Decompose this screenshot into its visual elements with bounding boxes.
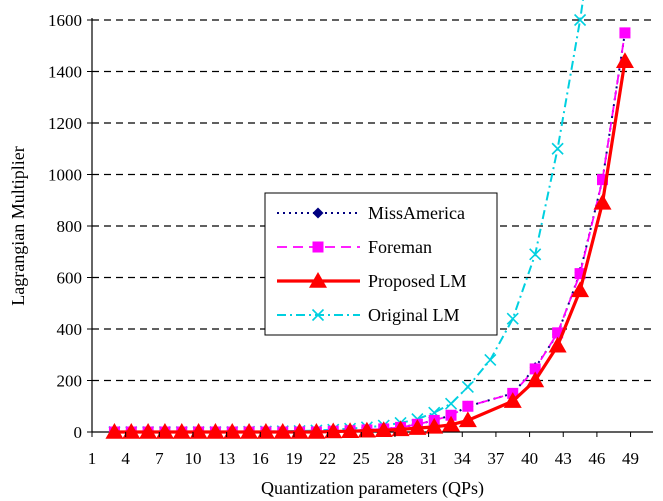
data-point	[189, 423, 208, 439]
y-tick-label: 200	[57, 372, 83, 391]
y-axis-title: Lagrangian Multiplier	[8, 146, 28, 305]
data-point	[506, 312, 519, 325]
data-point	[172, 423, 191, 439]
data-point	[615, 52, 634, 68]
legend-label: Proposed LM	[368, 271, 467, 291]
legend-label: MissAmerica	[368, 203, 465, 223]
data-point	[445, 409, 457, 421]
data-point	[597, 174, 609, 186]
legend: MissAmerica Foreman Proposed LM Original LM	[264, 192, 498, 336]
data-point	[593, 193, 612, 210]
x-tick-label: 25	[353, 449, 370, 468]
data-point	[374, 421, 393, 437]
data-point	[105, 423, 124, 439]
x-tick-label: 40	[521, 449, 538, 468]
legend-box	[264, 192, 498, 336]
data-point	[461, 380, 474, 394]
legend-item: Proposed LM	[277, 271, 467, 291]
series-line	[114, 60, 627, 434]
data-point	[444, 397, 458, 410]
data-point	[324, 422, 343, 439]
data-point	[548, 336, 567, 353]
data-point	[458, 411, 477, 428]
data-point	[503, 392, 522, 408]
y-tick-label: 400	[57, 320, 83, 339]
x-axis-title: Quantization parameters (QPs)	[261, 478, 484, 499]
x-tick-label: 13	[218, 449, 235, 468]
x-tick-label: 34	[454, 449, 472, 468]
x-tick-label: 1	[88, 449, 97, 468]
data-point	[574, 13, 587, 27]
data-point	[484, 353, 497, 366]
legend-marker	[309, 272, 327, 288]
y-tick-label: 1200	[48, 114, 82, 133]
data-point	[139, 423, 158, 439]
legend-marker	[312, 241, 324, 253]
data-point	[223, 423, 242, 439]
data-point	[571, 281, 590, 298]
data-point	[357, 421, 376, 438]
series	[105, 0, 634, 439]
legend-marker	[312, 207, 324, 219]
y-tick-label: 800	[57, 217, 83, 236]
data-point	[155, 423, 174, 439]
data-point	[551, 142, 564, 155]
data-point	[307, 423, 326, 439]
data-point	[529, 363, 541, 375]
legend-item: MissAmerica	[277, 203, 465, 223]
data-point	[574, 268, 586, 280]
legend-label: Foreman	[368, 237, 432, 257]
x-tick-label: 31	[420, 449, 437, 468]
data-point	[408, 419, 427, 435]
data-point	[341, 422, 360, 438]
x-tick-label: 49	[622, 449, 639, 468]
x-tick-label: 22	[319, 449, 336, 468]
y-tick-label: 1600	[48, 11, 82, 30]
data-point	[619, 27, 631, 39]
data-point	[122, 423, 141, 439]
x-tick-label: 10	[184, 449, 201, 468]
series-line	[114, 0, 585, 433]
data-point	[256, 423, 275, 439]
x-tick-label: 37	[487, 449, 505, 468]
tick-labels: 0 200 400 600 800 1000 1200 1400 1600 1 4 7 10 13 16 19…	[48, 11, 639, 468]
legend-item: Foreman	[277, 237, 432, 257]
y-tick-label: 1400	[48, 63, 82, 82]
x-tick-label: 19	[285, 449, 302, 468]
series-proposed-lm	[105, 52, 634, 439]
y-tick-label: 1000	[48, 166, 82, 185]
x-tick-label: 4	[121, 449, 130, 468]
x-tick-label: 46	[588, 449, 605, 468]
data-point	[462, 400, 474, 412]
legend-marker	[311, 308, 325, 322]
x-tick-label: 28	[386, 449, 403, 468]
data-point	[206, 423, 225, 439]
legend-item: Original LM	[277, 305, 460, 325]
x-tick-label: 7	[155, 449, 164, 468]
data-point	[442, 415, 461, 432]
data-point	[391, 420, 410, 437]
data-point	[273, 423, 292, 439]
data-point	[552, 327, 564, 339]
y-tick-label: 600	[57, 269, 83, 288]
data-point	[526, 371, 545, 388]
x-tick-label: 43	[555, 449, 572, 468]
legend-label: Original LM	[368, 305, 460, 325]
x-tick-label: 16	[252, 449, 269, 468]
data-point	[240, 423, 259, 439]
y-tick-label: 0	[74, 423, 83, 442]
data-point	[425, 417, 444, 434]
data-point	[529, 248, 542, 261]
data-point	[290, 423, 309, 439]
